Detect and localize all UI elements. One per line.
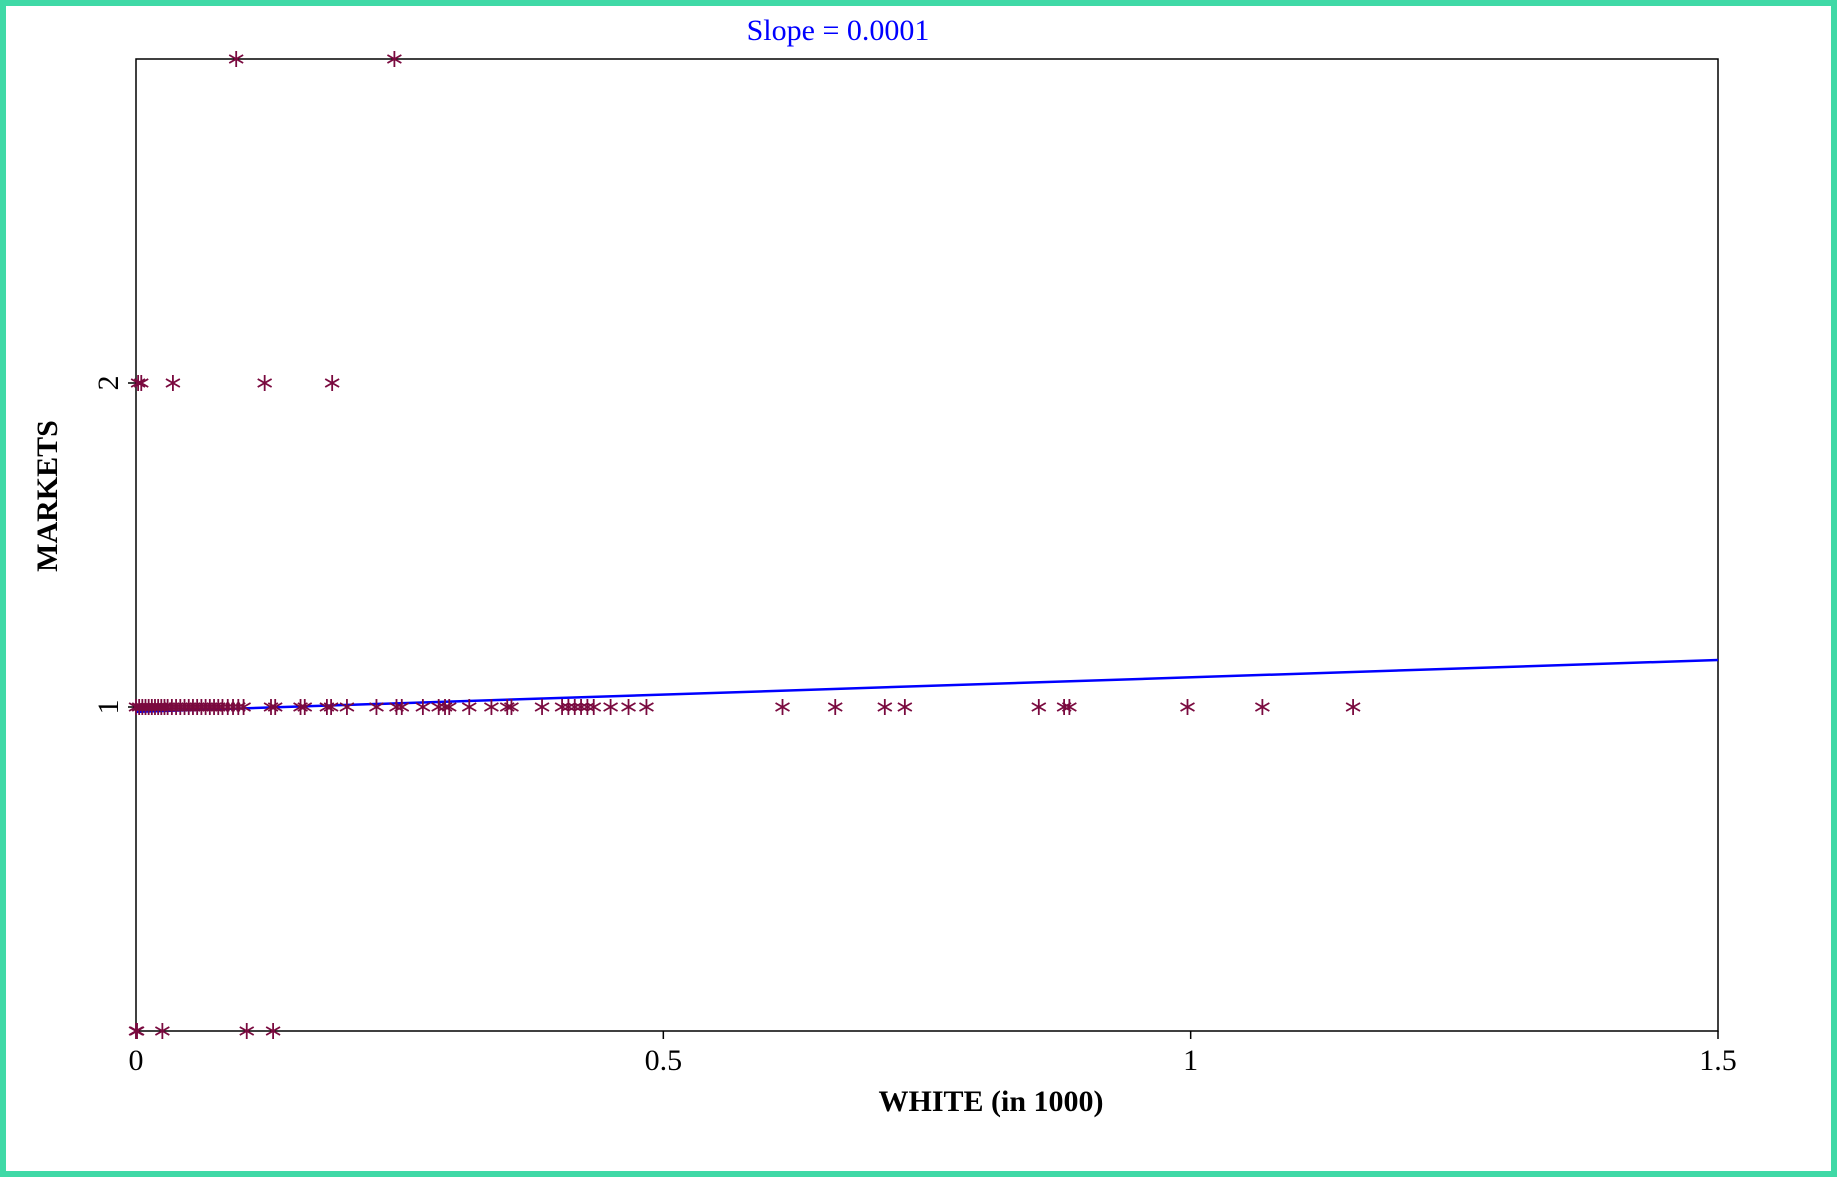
data-point: [1254, 699, 1270, 715]
data-point: [133, 375, 149, 391]
data-point: [267, 699, 283, 715]
y-axis-label: MARKETS: [31, 420, 64, 572]
data-point: [534, 699, 550, 715]
x-axis-label: WHITE (in 1000): [878, 1085, 1103, 1118]
data-point: [586, 699, 602, 715]
data-point: [639, 699, 654, 715]
data-point: [603, 699, 619, 715]
y-axis: 12: [92, 376, 136, 715]
y-tick-label: 2: [92, 376, 125, 391]
data-point: [157, 699, 172, 715]
data-point: [827, 699, 843, 715]
data-point: [484, 699, 499, 715]
data-point: [265, 1023, 281, 1039]
data-point: [1345, 699, 1361, 715]
data-point: [1031, 699, 1047, 715]
data-point: [775, 699, 790, 715]
data-point: [165, 375, 181, 391]
data-point: [154, 1023, 170, 1039]
data-point: [324, 375, 340, 391]
data-point: [504, 699, 519, 715]
data-point: [257, 375, 273, 391]
data-points: [128, 51, 1361, 1039]
y-tick-label: 1: [92, 700, 125, 715]
data-point: [228, 51, 244, 67]
fit-line: [135, 658, 1719, 714]
x-tick-label: 0: [129, 1044, 144, 1077]
chart-title: Slope = 0.0001: [747, 14, 930, 47]
data-point: [369, 699, 384, 715]
x-tick-label: 1: [1183, 1044, 1198, 1077]
data-point: [297, 699, 313, 715]
data-point: [573, 699, 589, 715]
x-axis: 0 0.5 1 1.5: [129, 1031, 1737, 1077]
data-point: [394, 699, 410, 715]
data-point: [897, 699, 913, 715]
x-tick-label: 0.5: [645, 1044, 683, 1077]
data-point: [239, 1023, 255, 1039]
data-point: [236, 699, 251, 715]
data-point: [579, 699, 595, 715]
data-point: [1061, 699, 1077, 715]
data-point: [567, 699, 583, 715]
data-point: [877, 699, 893, 715]
data-point: [415, 699, 431, 715]
data-point: [323, 699, 339, 715]
data-point: [441, 699, 457, 715]
x-tick-label: 1.5: [1699, 1044, 1737, 1077]
data-point: [1180, 699, 1195, 715]
data-point: [461, 699, 477, 715]
data-point: [386, 51, 402, 67]
data-point: [554, 699, 570, 715]
data-point: [130, 375, 146, 391]
regression-line: [135, 658, 1719, 714]
data-point: [129, 1023, 145, 1039]
data-point: [339, 699, 355, 715]
plot-area: [135, 58, 1719, 1032]
data-point: [621, 699, 636, 715]
data-point: [561, 699, 576, 715]
